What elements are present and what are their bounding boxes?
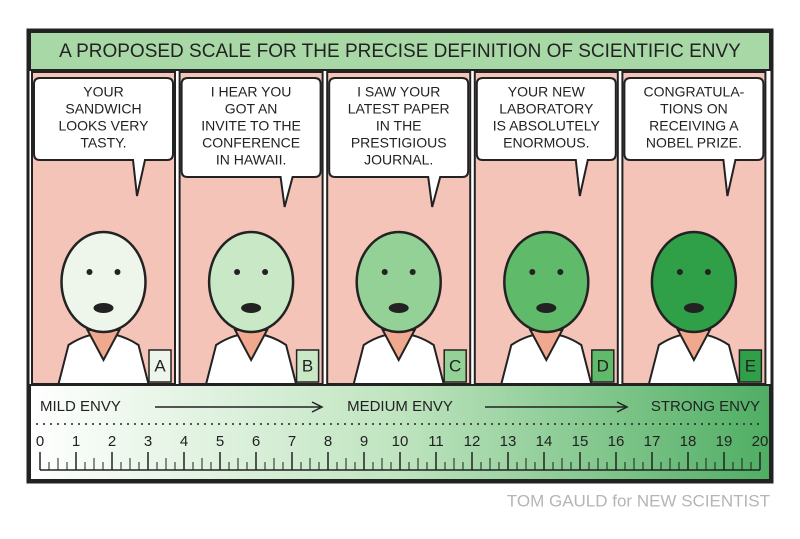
ruler-number: 13 [500, 433, 517, 450]
scale-mid: MEDIUM ENVY [347, 398, 453, 415]
letter: B [302, 356, 313, 375]
eye [676, 269, 683, 275]
speech-line: JOURNAL. [364, 152, 433, 168]
speech-line: CONGRATULA- [643, 84, 744, 100]
letter-box [591, 349, 615, 383]
speech-line: NOBEL PRIZE. [646, 135, 742, 151]
ruler-number: 1 [72, 433, 80, 450]
speech-line: TIONS ON [660, 101, 728, 117]
ruler-number: 0 [36, 433, 44, 450]
letter-box [295, 349, 320, 383]
ruler-number: 4 [180, 433, 188, 450]
speech-line: LABORATORY [499, 101, 594, 117]
ruler-number: 11 [428, 433, 444, 450]
speech-line: IS ABSOLUTELY [493, 118, 601, 134]
speech-line: LATEST PAPER [348, 101, 450, 117]
ruler-number: 16 [608, 433, 625, 450]
scale-high: STRONG ENVY [651, 398, 760, 415]
title-bar [29, 31, 771, 71]
speech-line: ENORMOUS. [503, 135, 589, 151]
speech-line: SANDWICH [65, 101, 141, 117]
speech-line: YOUR [83, 84, 123, 100]
speech-line: RECEIVING A [649, 118, 739, 134]
speech-bubble [623, 77, 765, 197]
eye [262, 269, 269, 275]
letter-box [738, 349, 763, 383]
speech-bubble [33, 77, 174, 197]
speech-line: IN HAWAII. [216, 152, 287, 168]
letter: C [449, 356, 461, 375]
speech-line: INVITE TO THE [201, 118, 301, 134]
eye [234, 269, 241, 275]
ruler-number: 6 [252, 433, 260, 450]
speech-bubble [475, 77, 617, 197]
speech-line: I SAW YOUR [357, 84, 440, 100]
ruler-number: 15 [572, 433, 589, 450]
ruler-number: 7 [288, 433, 296, 450]
ruler-number: 9 [360, 433, 368, 450]
ruler-number: 5 [216, 433, 224, 450]
letter-box [148, 349, 172, 383]
ruler-number: 20 [752, 433, 769, 450]
face [503, 230, 590, 334]
letter-box [443, 349, 467, 383]
mouth [241, 303, 262, 313]
ruler-number: 8 [324, 433, 332, 450]
eye [529, 269, 536, 275]
speech-bubble [180, 77, 322, 208]
eye [114, 269, 121, 275]
scale-low: MILD ENVY [40, 398, 121, 415]
mouth [536, 303, 557, 313]
arrowhead [311, 401, 324, 413]
eye [86, 269, 93, 275]
ruler-number: 12 [464, 433, 481, 450]
title: A PROPOSED SCALE FOR THE PRECISE DEFINIT… [59, 41, 741, 62]
eye [409, 269, 416, 275]
face [207, 230, 295, 334]
speech-line: IN THE [376, 118, 422, 134]
speech-line: LOOKS VERY [58, 118, 149, 134]
speech-line: CONFERENCE [202, 135, 300, 151]
face [60, 230, 147, 334]
ruler-number: 3 [144, 433, 152, 450]
speech-line: I HEAR YOU [211, 84, 292, 100]
eye [557, 269, 564, 275]
ruler-number: 17 [644, 433, 661, 450]
eye [381, 269, 388, 275]
eye [704, 269, 711, 275]
credit: TOM GAULD for NEW SCIENTIST [507, 491, 770, 510]
letter: E [745, 356, 756, 375]
ruler-number: 2 [108, 433, 116, 450]
speech-bubble [328, 77, 470, 208]
speech-line: GOT AN [225, 101, 278, 117]
letter: A [154, 356, 166, 375]
arrowhead [616, 401, 629, 413]
mouth [93, 303, 114, 313]
ruler-number: 19 [716, 433, 733, 450]
speech-line: PRESTIGIOUS [351, 135, 447, 151]
face [650, 230, 738, 334]
mouth [683, 303, 704, 313]
speech-line: YOUR NEW [508, 84, 586, 100]
letter: D [597, 356, 609, 375]
mouth [388, 303, 409, 313]
speech-line: TASTY. [80, 135, 126, 151]
ruler-number: 14 [536, 433, 553, 450]
face [355, 230, 442, 334]
ruler-number: 10 [392, 433, 409, 450]
ruler-number: 18 [680, 433, 697, 450]
